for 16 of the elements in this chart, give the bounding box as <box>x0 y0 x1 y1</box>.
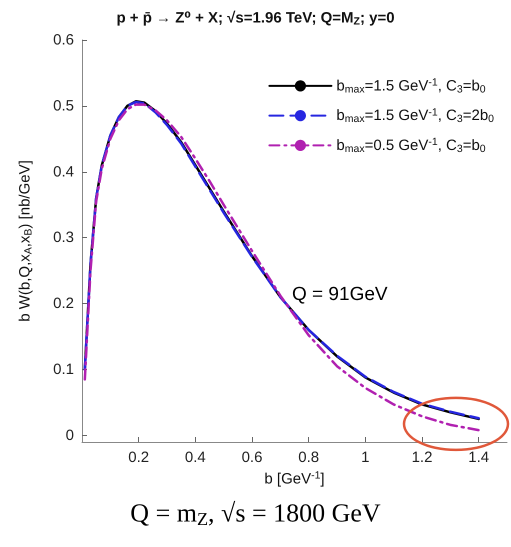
y-axis-title: b W(b,Q,xA,xB) [nb/GeV] <box>16 160 34 322</box>
annotation: Q = 91GeV <box>292 284 388 305</box>
x-tick-label: 0.4 <box>184 449 206 466</box>
x-tick-label: 1.2 <box>412 449 432 466</box>
y-tick-label: 0 <box>66 426 74 444</box>
y-tick-label: 0.6 <box>53 32 74 48</box>
y-tick-label: 0.2 <box>53 295 74 312</box>
y-tick-label: 0.4 <box>53 163 74 180</box>
x-tick-label: 1 <box>361 449 370 466</box>
x-tick-label: 1.4 <box>468 449 490 466</box>
x-tick-label: 0.8 <box>298 449 320 466</box>
x-tick-label: 0.2 <box>128 449 150 466</box>
x-tick-label: 0.6 <box>242 449 262 466</box>
y-tick-label: 0.3 <box>53 229 74 246</box>
y-tick-label: 0.5 <box>53 97 74 114</box>
y-tick-label: 0.1 <box>53 361 74 378</box>
